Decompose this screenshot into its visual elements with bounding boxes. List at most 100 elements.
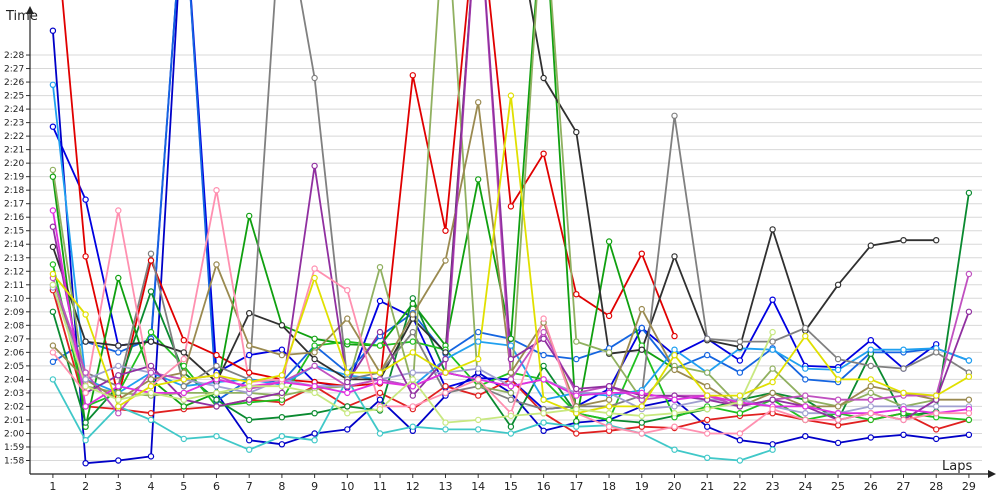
data-point [507,423,515,430]
data-point [147,389,155,397]
data-point [376,369,384,376]
y-tick-label: 2:00 [4,429,24,439]
data-point [704,430,711,437]
data-point [180,383,187,390]
data-point [147,288,155,295]
data-point [147,257,155,264]
data-point [376,264,384,271]
data-point [409,369,416,376]
data-point [900,389,907,397]
y-tick-label: 2:12 [4,267,24,277]
data-point [475,376,482,383]
y-tick-label: 2:01 [4,416,24,426]
data-point [736,343,744,351]
data-point [311,74,318,82]
data-point [834,410,842,417]
series-line [61,0,676,398]
y-tick-label: 2:27 [4,65,24,75]
data-point [49,281,57,288]
data-point [180,403,187,410]
data-point [442,227,449,234]
y-tick-label: 2:16 [4,213,24,223]
data-point [311,362,318,370]
data-point [475,383,482,390]
data-point [442,355,449,363]
data-point [278,389,286,397]
data-point [82,419,89,426]
data-point [769,346,776,353]
data-point [573,392,580,399]
data-point [49,173,57,180]
data-point [442,389,449,397]
data-point [278,433,286,440]
data-point [540,427,547,434]
data-point [245,446,253,453]
data-point [540,74,547,82]
data-point [442,369,449,376]
data-point [638,419,646,426]
data-point [245,369,253,376]
data-point [147,362,155,370]
data-point [49,123,57,130]
x-tick-label: 11 [373,480,387,493]
data-point [769,338,776,345]
data-point [344,403,351,410]
data-point [769,405,776,413]
data-point [867,376,875,383]
data-point [147,410,155,417]
data-point [409,383,416,390]
data-point [82,437,89,444]
data-point [278,383,286,390]
data-point [147,369,155,376]
data-point [802,332,809,340]
data-point [49,81,57,89]
data-point [278,441,286,448]
data-point [965,189,973,197]
data-point [311,335,318,342]
data-point [180,369,187,376]
x-tick-label: 26 [864,480,878,493]
axes: 1:58 1:59 2:00 2:01 2:02 2:03 2:04 2:05 2:06 2:07… [4,6,996,493]
y-tick-label: 2:17 [4,200,24,210]
data-point [933,403,940,410]
data-point [605,423,613,430]
data-point [573,128,580,136]
x-tick-label: 17 [569,480,583,493]
data-point [867,389,875,397]
data-point [147,328,155,336]
data-point [638,403,646,410]
x-tick-label: 28 [929,480,943,493]
data-point [82,253,89,260]
data-point [834,396,842,403]
x-tick-label: 19 [635,480,649,493]
data-point [82,196,89,203]
series-line [52,0,937,383]
x-tick-label: 10 [340,480,354,493]
data-point [82,311,89,318]
x-tick-label: 13 [438,480,452,493]
data-point [475,328,482,336]
data-point [115,389,122,397]
data-point [147,453,155,460]
data-point [605,396,613,403]
data-point [704,383,711,390]
data-point [867,383,875,390]
data-point [834,376,842,383]
data-point [965,270,973,278]
x-tick-label: 27 [896,480,910,493]
data-point [245,437,253,444]
data-point [867,403,875,410]
data-point [736,430,744,437]
y-tick-label: 2:19 [4,173,24,183]
data-point [802,365,809,372]
data-point [933,236,940,244]
data-point [311,430,318,437]
data-point [736,437,744,444]
data-point [245,396,253,403]
data-point [180,435,187,443]
series-points [49,27,973,467]
data-point [867,396,875,403]
data-point [671,423,678,430]
data-point [507,430,515,437]
y-tick-label: 2:22 [4,132,24,142]
